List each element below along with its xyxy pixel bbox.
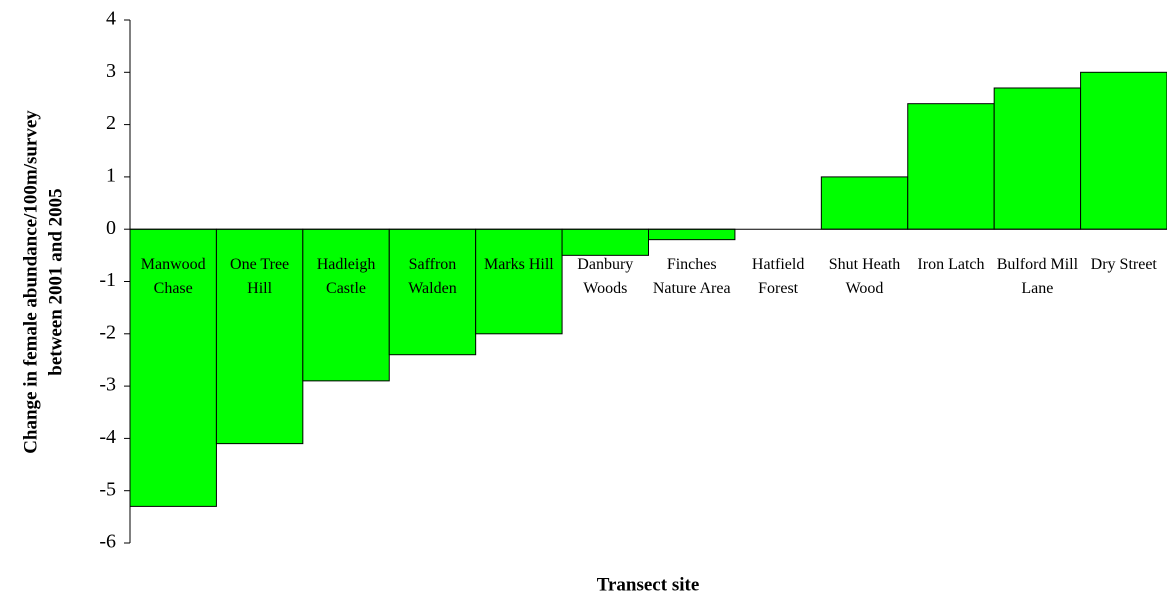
x-tick-label: Dry Street: [1090, 256, 1157, 274]
y-tick-label: 2: [106, 112, 116, 134]
x-tick-label-box: Marks Hill: [483, 256, 554, 274]
x-tick-label-box: Danbury Woods: [577, 256, 634, 298]
bar: [475, 228, 563, 335]
x-tick-label: Finches Nature Area: [652, 256, 731, 298]
bar: [1080, 71, 1167, 230]
y-tick-label: 1: [106, 164, 116, 186]
x-tick-label: Saffron Walden: [408, 256, 457, 298]
x-tick-label: Hadleigh Castle: [316, 256, 376, 298]
x-tick-label-box: Finches Nature Area: [652, 256, 731, 298]
x-tick-label: Iron Latch: [917, 256, 985, 274]
bar: [820, 176, 909, 230]
x-tick-label: One Tree Hill: [230, 256, 290, 298]
y-tick-label: -2: [99, 321, 116, 343]
x-tick-label: Shut Heath Wood: [828, 256, 901, 298]
bar: [907, 103, 995, 230]
x-tick-label: Manwood Chase: [140, 256, 206, 298]
x-tick-label: Marks Hill: [483, 256, 554, 274]
x-tick-label-box: Saffron Walden: [408, 256, 457, 298]
y-tick-label: 0: [106, 217, 116, 239]
bar: [993, 87, 1082, 230]
bar: [388, 228, 477, 356]
bar: [215, 228, 304, 445]
bar: [648, 228, 736, 241]
x-tick-label-box: Hadleigh Castle: [316, 256, 376, 298]
y-axis-title: Change in female abundance/100m/survey: [20, 110, 41, 454]
y-tick-label: -4: [99, 426, 116, 448]
x-tick-label-box: Manwood Chase: [140, 256, 206, 298]
bar: [129, 228, 217, 507]
x-tick-label-box: One Tree Hill: [230, 256, 290, 298]
x-axis-title: Transect site: [597, 574, 700, 595]
x-tick-label: Hatfield Forest: [751, 256, 805, 298]
x-tick-label: Danbury Woods: [577, 256, 634, 298]
y-tick-label: -1: [99, 269, 116, 291]
y-tick-label: 4: [106, 8, 116, 30]
x-tick-label-box: Dry Street: [1090, 256, 1157, 274]
x-tick-label-box: Bulford Mill Lane: [996, 256, 1079, 298]
bar: [561, 228, 649, 256]
x-tick-label-box: Hatfield Forest: [751, 256, 805, 298]
y-axis-title: between 2001 and 2005: [45, 188, 66, 375]
x-tick-label: Bulford Mill Lane: [996, 256, 1079, 298]
x-tick-label-box: Iron Latch: [917, 256, 985, 274]
bar: [302, 228, 390, 382]
y-tick-label: 3: [106, 60, 116, 82]
y-tick-label: -6: [99, 531, 116, 553]
y-tick-label: -5: [99, 478, 116, 500]
x-tick-label-box: Shut Heath Wood: [828, 256, 901, 298]
y-tick-label: -3: [99, 374, 116, 396]
